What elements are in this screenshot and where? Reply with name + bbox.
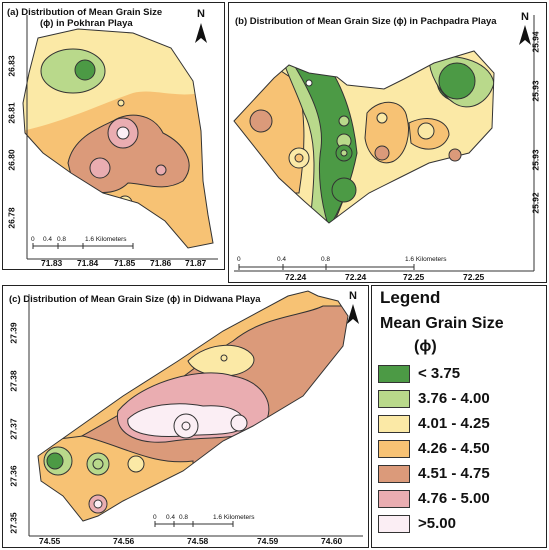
legend-label: 4.26 - 4.50 — [418, 440, 490, 457]
playa-boundary — [22, 28, 214, 249]
x-tick: 74.55 — [39, 536, 61, 546]
x-tick: 74.56 — [113, 536, 135, 546]
playa-boundary — [233, 50, 495, 224]
y-tick: 26.80 — [6, 149, 17, 171]
panel-b-title: (b) Distribution of Mean Grain Size (ϕ) … — [235, 16, 497, 27]
x-tick: 74.60 — [321, 536, 343, 546]
y-tick: 27.36 — [8, 465, 19, 487]
legend-item: 4.01 - 4.25 — [378, 414, 543, 436]
x-tick: 71.85 — [114, 258, 136, 268]
north-label: N — [521, 11, 529, 23]
legend-item: 3.76 - 4.00 — [378, 389, 543, 411]
x-tick: 71.83 — [41, 258, 63, 268]
x-tick: 72.25 — [463, 272, 485, 282]
map-panel-pokhran: (a) Distribution of Mean Grain Size (ϕ) … — [2, 2, 225, 270]
legend-swatch — [378, 415, 410, 433]
scale-label: 0.4 — [277, 256, 287, 263]
scale-label: 0 — [153, 514, 157, 521]
legend-swatch — [378, 490, 410, 508]
y-tick: 25.92 — [530, 192, 541, 214]
scale-label: 0.8 — [321, 256, 331, 263]
x-tick: 72.25 — [403, 272, 425, 282]
legend-subtitle: Mean Grain Size — [380, 315, 504, 332]
y-tick: 27.38 — [8, 370, 19, 392]
scale-label: 0.4 — [43, 236, 53, 243]
scale-label: 0.8 — [57, 236, 67, 243]
x-tick: 71.84 — [77, 258, 99, 268]
legend-label: >5.00 — [418, 515, 456, 532]
legend-item: < 3.75 — [378, 364, 543, 386]
x-tick: 71.86 — [150, 258, 172, 268]
y-tick: 25.93 — [530, 80, 541, 102]
legend-item: >5.00 — [378, 514, 543, 536]
y-tick: 26.81 — [6, 102, 17, 124]
x-tick: 72.24 — [345, 272, 367, 282]
legend-label: 3.76 - 4.00 — [418, 390, 490, 407]
x-tick: 74.58 — [187, 536, 209, 546]
y-tick: 26.83 — [6, 55, 17, 77]
legend-item: 4.76 - 5.00 — [378, 489, 543, 511]
didwana-map — [28, 290, 363, 537]
legend-label: 4.76 - 5.00 — [418, 490, 490, 507]
x-tick: 74.59 — [257, 536, 279, 546]
legend: Legend Mean Grain Size (ϕ) < 3.75 3.76 -… — [371, 285, 547, 548]
legend-item: 4.26 - 4.50 — [378, 439, 543, 461]
y-tick: 27.39 — [8, 322, 19, 344]
map-panel-didwana: (c) Distribution of Mean Grain Size (ϕ) … — [2, 285, 369, 548]
y-tick: 27.35 — [8, 512, 19, 534]
legend-title: Legend — [380, 288, 441, 307]
legend-swatch — [378, 440, 410, 458]
scale-label: 0 — [237, 256, 241, 263]
north-label: N — [349, 290, 357, 302]
legend-swatch — [378, 365, 410, 383]
playa-boundary — [37, 290, 349, 522]
legend-swatch — [378, 465, 410, 483]
y-tick: 25.94 — [530, 31, 541, 53]
zone-lt-3.75 — [74, 59, 96, 81]
legend-label: 4.01 - 4.25 — [418, 415, 490, 432]
pokhran-map — [22, 15, 218, 260]
y-tick: 26.78 — [6, 207, 17, 229]
x-tick: 72.24 — [285, 272, 307, 282]
scale-label: 1.6 Kilometers — [405, 256, 447, 263]
pachpadra-map — [233, 15, 535, 272]
map-panel-pachpadra: (b) Distribution of Mean Grain Size (ϕ) … — [228, 2, 547, 283]
legend-label: 4.51 - 4.75 — [418, 465, 490, 482]
zone-gt-5.00 — [116, 126, 130, 140]
north-arrow-icon — [519, 25, 531, 45]
scale-label: 0.8 — [179, 514, 189, 521]
y-tick: 25.93 — [530, 149, 541, 171]
y-tick: 27.37 — [8, 418, 19, 440]
x-tick: 71.87 — [185, 258, 207, 268]
north-arrow-icon — [347, 304, 359, 324]
panel-a-title: (a) Distribution of Mean Grain Size (ϕ) … — [7, 7, 163, 29]
scale-label: 0 — [31, 236, 35, 243]
scale-label: 1.6 Kilometers — [213, 514, 255, 521]
legend-item: 4.51 - 4.75 — [378, 464, 543, 486]
north-arrow-icon — [195, 23, 207, 43]
scale-label: 0.4 — [166, 514, 176, 521]
north-label: N — [197, 8, 205, 20]
legend-unit: (ϕ) — [414, 338, 437, 355]
scale-label: 1.6 Kilometers — [85, 236, 127, 243]
legend-swatch — [378, 515, 410, 533]
panel-c-title: (c) Distribution of Mean Grain Size (ϕ) … — [9, 294, 261, 305]
legend-label: < 3.75 — [418, 365, 461, 382]
legend-swatch — [378, 390, 410, 408]
zone-3.76-4.00 — [40, 48, 106, 94]
